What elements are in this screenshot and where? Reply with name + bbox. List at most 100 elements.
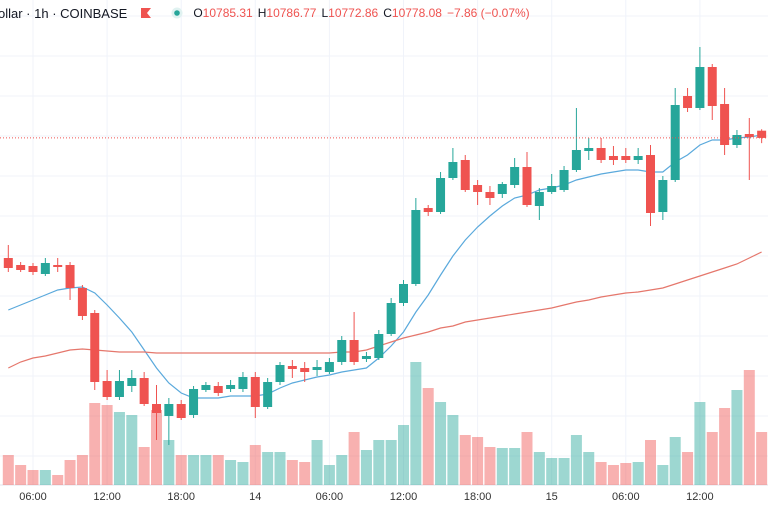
candle-body [658,180,668,212]
candle-body [423,208,433,212]
candle-body [670,105,680,180]
volume-bar [546,458,558,485]
volume-bar [620,463,632,485]
volume-bar [607,465,619,485]
ohlc-label: H [257,6,267,20]
candle-body [102,381,112,397]
ohlc-value: 10785.31 [202,6,253,20]
volume-bar [731,390,743,485]
candle-body [596,148,606,160]
candle-body [559,170,569,190]
candle-body [646,155,655,213]
candle-body [720,104,730,145]
ohlc-item: H10786.77 [258,6,317,20]
candle-body [65,265,75,288]
x-tick-label: 06:00 [316,491,344,503]
ohlc-item: O10785.31 [193,6,252,20]
volume-bar [89,403,101,485]
price-change: −7.86 (−0.07%) [446,6,530,20]
candle-body [534,192,544,206]
candle-body [386,303,396,334]
candle-body [497,184,507,194]
volume-bar [595,462,607,485]
volume-bar [484,447,496,485]
x-tick-label: 18:00 [464,491,492,503]
volume-bar [360,450,372,485]
candle-body [28,266,38,272]
candle-body [436,178,446,212]
ohlc-item: L10772.86 [321,6,378,20]
x-tick-label: 06:00 [19,491,47,503]
volume-bar [459,435,471,485]
volume-bar [212,455,224,485]
moving-average-line [8,134,762,399]
volume-bar [706,432,718,485]
candle-body [349,340,359,362]
candle-body [77,288,87,316]
volume-bar [39,470,51,485]
candle-body [621,156,631,160]
symbol-title[interactable]: ollar · 1h · COINBASE [0,5,128,21]
x-tick-label: 12:00 [686,491,714,503]
ohlc-value: 10772.86 [328,6,379,20]
candle-body [139,378,149,404]
candle-body [757,130,767,138]
volume-bar [496,448,508,485]
candle-body [16,265,26,270]
candle-body [250,377,260,407]
volume-bar [299,462,311,485]
volume-bar [521,432,533,485]
volume-bar [558,458,570,485]
candle-body [40,263,50,274]
candle-body [263,382,273,407]
candle-body [485,192,495,198]
volume-bar [175,455,187,485]
candle-body [275,365,285,382]
candle-body [53,265,63,267]
candle-body [707,67,717,106]
volume-bar [435,402,447,485]
candle-body [547,186,557,192]
volume-bar [151,410,162,485]
volume-bar [163,440,175,485]
candle-body [448,162,458,178]
ohlc-value: 10786.77 [266,6,317,20]
volume-bar [188,455,200,485]
candle-body [201,385,211,390]
volume-bar [583,452,595,485]
candle-body [164,404,174,416]
candle-body [374,334,384,358]
candle-body [312,367,322,370]
ohlc-label: C [383,6,392,20]
volume-bar [249,445,261,485]
volume-bar [15,465,27,485]
volume-bar [225,460,237,485]
volume-bar [682,452,694,485]
volume-bar [410,362,422,485]
candle-body [176,404,186,418]
x-tick-label: 14 [249,491,261,503]
volume-bar [657,465,669,485]
ohlc-value: 10778.08 [391,6,442,20]
volume-bar [237,462,249,485]
volume-bar [533,452,545,485]
volume-bar [113,412,125,485]
volume-bar [311,440,323,485]
candle-body [226,385,236,389]
candle-body [189,389,199,415]
ohlc-label: L [321,6,329,20]
candle-body [399,284,408,303]
flag-icon[interactable] [141,8,152,18]
volume-bar [336,455,348,485]
candle-body [744,134,754,137]
candle-body [213,386,223,393]
volume-bar [694,402,706,485]
volume-bar [669,437,681,485]
volume-bar [509,448,521,485]
x-tick-label: 15 [546,491,558,503]
moving-average-line [8,251,762,369]
candle-body [683,96,693,108]
candle-body [337,340,347,362]
volume-bar [27,470,39,485]
